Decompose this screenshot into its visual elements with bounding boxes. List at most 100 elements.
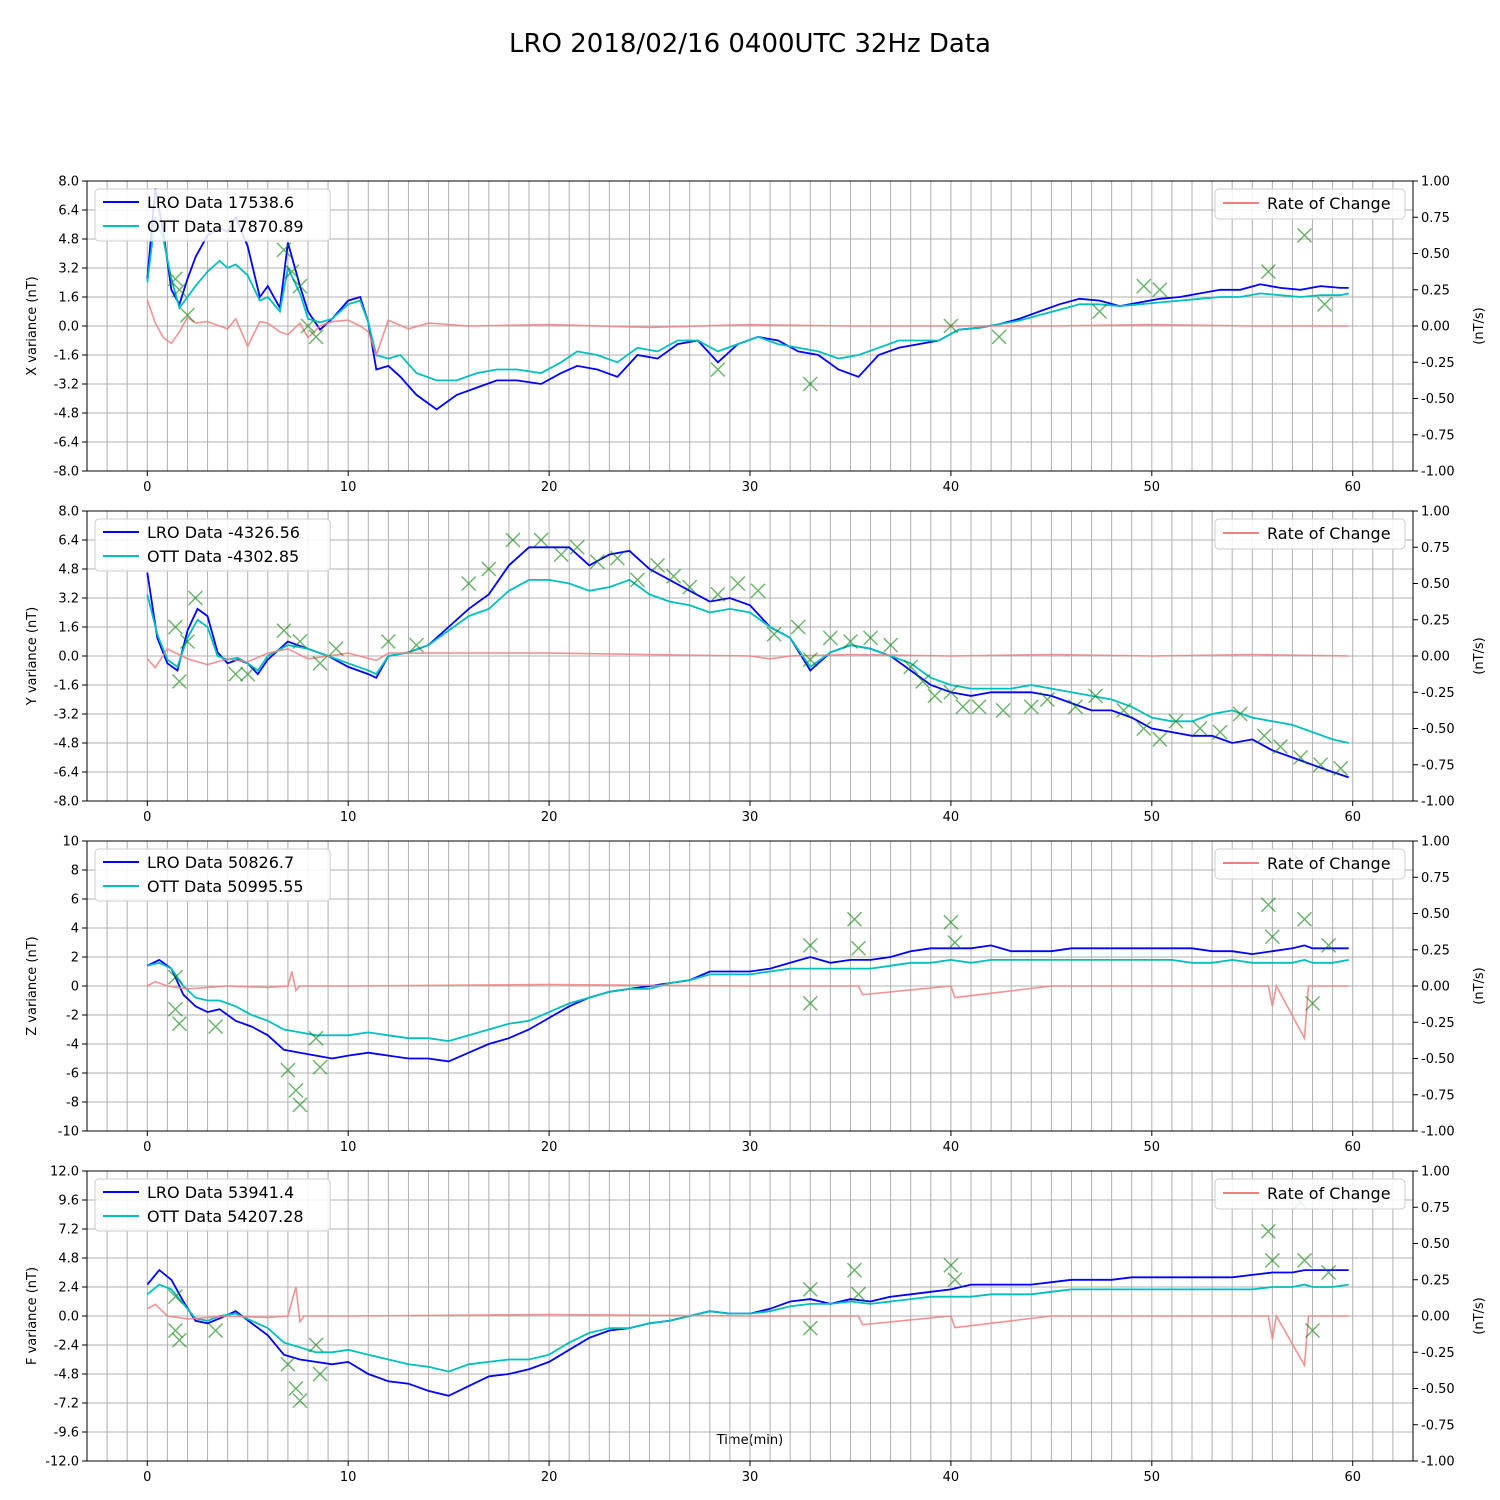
x-tick-label: 40 xyxy=(943,810,960,825)
outlier-marker xyxy=(240,666,256,682)
subplot-2: 0 10 20 30 40 50 60 -8.0 -6.4 -4.8 -3.2 -1.6 0.0 1.6 3… xyxy=(25,505,1487,826)
y-right-tick-label: 0.00 xyxy=(1421,320,1450,335)
x-tick-label: 10 xyxy=(340,1470,357,1485)
outlier-marker xyxy=(292,1393,308,1409)
y-tick-label: -1.6 xyxy=(54,349,79,364)
outlier-marker xyxy=(991,329,1007,345)
y-tick-label: 4.8 xyxy=(58,233,79,248)
y-tick-label: -9.6 xyxy=(54,1426,79,1441)
y-right-tick-label: -0.75 xyxy=(1421,1418,1455,1433)
subplot-stack: 0 10 20 30 40 50 60-8.0-6.4-4.8-3.2-1.60.01.63… xyxy=(25,175,1487,1486)
outlier-marker xyxy=(1264,1252,1280,1268)
outlier-marker xyxy=(822,630,838,646)
y-tick-label: -2.4 xyxy=(54,1339,79,1354)
x-tick-label: 0 xyxy=(143,1140,151,1155)
outlier-marker xyxy=(1256,728,1272,744)
outlier-marker xyxy=(850,940,866,956)
x-tick-label: 0 xyxy=(143,1470,151,1485)
y-tick-label: -6.4 xyxy=(54,766,79,781)
outlier-marker xyxy=(228,666,244,682)
legend-label: Rate of Change xyxy=(1267,194,1391,213)
outlier-marker xyxy=(1297,227,1313,243)
outlier-marker xyxy=(1192,721,1208,736)
y-right-tick-label: -0.75 xyxy=(1421,428,1455,443)
x-tick-label: 50 xyxy=(1144,1470,1161,1485)
y-right-tick-label: -0.75 xyxy=(1421,1088,1455,1103)
legend-label: LRO Data 50826.7 xyxy=(147,853,294,872)
x-tick-label: 40 xyxy=(943,480,960,495)
outlier-marker xyxy=(1317,296,1333,312)
outlier-marker xyxy=(481,561,497,577)
y-right-tick-label: -0.50 xyxy=(1421,1382,1455,1397)
y-right-tick-label: 0.25 xyxy=(1421,283,1450,298)
y-tick-label: 4.8 xyxy=(58,1252,79,1267)
outlier-marker xyxy=(171,673,187,689)
y-tick-label: 6.4 xyxy=(58,534,79,549)
outlier-marker xyxy=(167,619,183,635)
outlier-marker xyxy=(167,1001,183,1017)
legend-right xyxy=(1214,188,1406,220)
y-tick-label: -8.0 xyxy=(54,465,79,480)
outlier-marker xyxy=(943,1257,959,1273)
y-right-axis-label: (nT/s) xyxy=(1472,637,1487,674)
x-tick-label: 0 xyxy=(143,810,151,825)
y-tick-label: 6 xyxy=(71,893,79,908)
outlier-marker xyxy=(461,576,477,591)
outlier-marker xyxy=(179,307,195,323)
outlier-marker xyxy=(802,376,818,392)
outlier-marker xyxy=(1116,702,1132,718)
x-tick-label: 20 xyxy=(541,1140,558,1155)
outlier-marker xyxy=(842,634,858,649)
y-tick-label: 8.0 xyxy=(58,505,79,520)
y-tick-label: 1.6 xyxy=(58,621,79,636)
outlier-marker xyxy=(971,699,987,715)
outlier-marker xyxy=(943,684,959,700)
y-right-tick-label: -0.50 xyxy=(1421,722,1455,737)
outlier-marker xyxy=(408,637,424,653)
outlier-marker xyxy=(903,659,919,675)
x-tick-label: 50 xyxy=(1144,810,1161,825)
outlier-marker xyxy=(167,1323,183,1338)
y-tick-label: 4.8 xyxy=(58,563,79,578)
outlier-marker xyxy=(915,673,931,689)
y-right-tick-label: 0.00 xyxy=(1421,980,1450,995)
outlier-marker xyxy=(802,995,818,1011)
outlier-marker xyxy=(328,641,344,657)
x-tick-label: 60 xyxy=(1344,480,1361,495)
y-right-tick-label: 0.50 xyxy=(1421,907,1450,922)
outlier-marker xyxy=(167,969,183,985)
outlier-marker xyxy=(1088,688,1104,704)
x-tick-label: 20 xyxy=(541,480,558,495)
outlier-marker xyxy=(1023,699,1039,715)
series-line-2 xyxy=(146,1283,1349,1373)
y-axis-label: F variance (nT) xyxy=(25,1267,40,1365)
y-right-tick-label: -0.25 xyxy=(1421,356,1455,371)
outlier-marker xyxy=(1333,760,1349,776)
outlier-marker xyxy=(288,1082,304,1098)
y-tick-label: 2.4 xyxy=(58,1281,79,1296)
legend-label: OTT Data 50995.55 xyxy=(147,877,304,896)
y-tick-label: 0.0 xyxy=(58,650,79,665)
series-line-1 xyxy=(146,944,1349,1063)
y-right-tick-label: -1.00 xyxy=(1421,795,1455,810)
y-tick-label: 3.2 xyxy=(58,262,79,277)
y-tick-label: -10 xyxy=(58,1125,79,1140)
outlier-marker xyxy=(208,1019,224,1035)
legend-label: LRO Data -4326.56 xyxy=(147,523,300,542)
legend-left xyxy=(94,188,331,242)
outlier-marker xyxy=(208,1323,224,1338)
outlier-marker xyxy=(955,699,971,715)
outlier-marker xyxy=(1305,1323,1321,1338)
outlier-marker xyxy=(312,1059,328,1075)
y-right-tick-label: 0.25 xyxy=(1421,1273,1450,1288)
outlier-marker xyxy=(846,911,862,927)
outlier-marker xyxy=(308,1030,324,1046)
outlier-marker xyxy=(1212,724,1228,740)
outlier-marker xyxy=(710,362,726,377)
outlier-marker xyxy=(790,619,806,635)
legend-right xyxy=(1214,518,1406,550)
legend-label: Rate of Change xyxy=(1267,854,1391,873)
y-tick-label: 0 xyxy=(71,980,79,995)
legend-left xyxy=(94,1178,331,1232)
y-right-tick-label: 1.00 xyxy=(1421,505,1450,520)
